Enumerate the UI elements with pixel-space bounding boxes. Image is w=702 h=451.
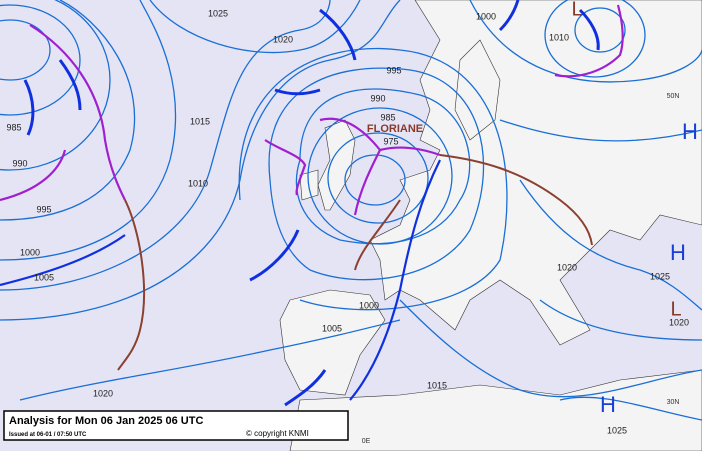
isobar-label: 1025 bbox=[607, 425, 627, 435]
isobar-label: 1020 bbox=[93, 388, 113, 398]
fronts bbox=[0, 0, 624, 407]
isobar-label: 1000 bbox=[476, 11, 496, 21]
isobar-label: 1005 bbox=[34, 272, 54, 282]
high-center: H bbox=[670, 240, 686, 265]
isobar-label: 1020 bbox=[669, 317, 689, 327]
isobar-label: 1010 bbox=[549, 32, 569, 42]
isobar-label: 1020 bbox=[273, 34, 293, 44]
isobar-label: 990 bbox=[370, 93, 385, 103]
caption-title: Analysis for Mon 06 Jan 2025 06 UTC bbox=[9, 415, 203, 427]
low-center: L bbox=[571, 0, 582, 20]
isobar-label: 990 bbox=[12, 158, 27, 168]
isobar-label: 1015 bbox=[190, 116, 210, 126]
grid-label: 50N bbox=[667, 93, 680, 100]
isobar-label: 975 bbox=[383, 136, 398, 146]
copyright: © copyright KNMI bbox=[246, 429, 309, 438]
isobar-label: 1000 bbox=[359, 300, 379, 310]
isobar-label: 1000 bbox=[20, 247, 40, 257]
isobar-label: 1025 bbox=[650, 271, 670, 281]
isobar-label: 985 bbox=[6, 122, 21, 132]
grid-label: 30N bbox=[667, 399, 680, 406]
issued-time: Issued at 06-01 / 07:50 UTC bbox=[9, 432, 87, 438]
isobar-label: 1025 bbox=[208, 8, 228, 18]
isobar-label: 1020 bbox=[557, 262, 577, 272]
high-center: H bbox=[600, 392, 616, 417]
isobar-label: 985 bbox=[380, 112, 395, 122]
isobar-label: 1015 bbox=[427, 380, 447, 390]
isobar-label: 1010 bbox=[188, 178, 208, 188]
grid-label: 0E bbox=[362, 438, 371, 445]
isobar-label: 1005 bbox=[322, 323, 342, 333]
isobar-labels: 1025 1020 1000 1010 995 990 985 1015 985… bbox=[6, 8, 689, 435]
caption-box bbox=[3, 410, 349, 441]
high-center: H bbox=[682, 119, 698, 144]
isobars bbox=[0, 0, 702, 421]
low-center: L bbox=[670, 298, 681, 320]
storm-name: FLORIANE bbox=[367, 123, 423, 135]
isobar-label: 995 bbox=[386, 65, 401, 75]
isobar-label: 995 bbox=[36, 204, 51, 214]
